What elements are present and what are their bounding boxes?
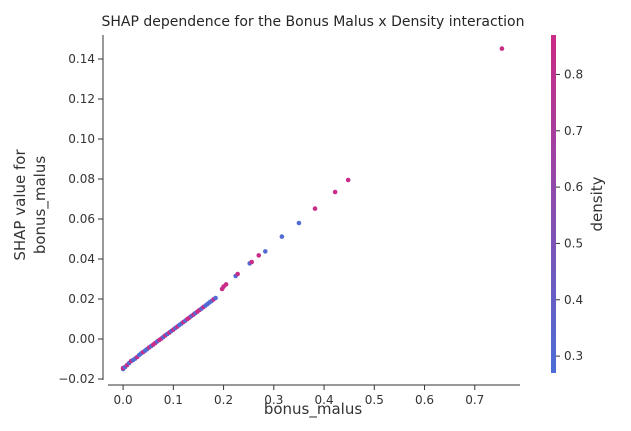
y-tick-label: 0.00 <box>68 332 95 346</box>
colorbar: 0.3 0.4 0.5 0.6 0.7 0.8 density <box>551 35 606 373</box>
y-tick-label: 0.12 <box>68 92 95 106</box>
x-tick-label: 0.2 <box>214 393 233 407</box>
colorbar-tick-label: 0.8 <box>564 67 583 81</box>
data-point <box>249 259 255 265</box>
y-tick-label: −0.02 <box>58 372 95 386</box>
y-tick-label: 0.06 <box>68 212 95 226</box>
colorbar-tick-label: 0.6 <box>564 180 583 194</box>
x-tick-label: 0.7 <box>465 393 484 407</box>
chart-title: SHAP dependence for the Bonus Malus x De… <box>102 14 525 30</box>
y-axis-label-line-1: SHAP value for <box>11 149 29 261</box>
colorbar-tick-label: 0.7 <box>564 124 583 138</box>
data-point <box>213 295 218 301</box>
data-point <box>296 220 302 226</box>
x-tick-label: 0.0 <box>114 393 133 407</box>
data-point <box>332 189 338 195</box>
data-point <box>279 234 285 239</box>
y-tick-label: 0.04 <box>68 252 95 266</box>
x-tick-label: 0.3 <box>264 393 283 407</box>
data-point <box>312 206 318 211</box>
y-tick-label: 0.10 <box>68 132 95 146</box>
data-point <box>223 282 229 287</box>
x-tick-label: 0.5 <box>365 393 384 407</box>
y-axis-label: SHAP value for bonus_malus <box>11 149 50 261</box>
y-tick-label: 0.08 <box>68 172 95 186</box>
data-points <box>120 46 505 372</box>
data-point <box>345 177 351 183</box>
data-point <box>262 249 268 254</box>
colorbar-tick-label: 0.5 <box>564 236 583 250</box>
colorbar-tick-label: 0.4 <box>564 293 583 307</box>
colorbar-ticks: 0.3 0.4 0.5 0.6 0.7 0.8 <box>556 67 583 363</box>
colorbar-label: density <box>588 176 606 231</box>
colorbar-gradient <box>551 35 556 373</box>
data-point <box>499 46 505 51</box>
x-axis-label: bonus_malus <box>264 400 363 419</box>
x-tick-label: 0.4 <box>315 393 334 407</box>
x-tick-label: 0.1 <box>164 393 183 407</box>
x-axis-ticks: 0.0 0.1 0.2 0.3 0.4 0.5 0.6 0.7 <box>114 385 484 407</box>
y-axis-ticks: −0.02 0.00 0.02 0.04 0.06 0.08 0.10 0.12 0.14 <box>58 52 103 386</box>
y-tick-label: 0.14 <box>68 52 95 66</box>
data-point <box>256 253 262 258</box>
y-axis-label-line-2: bonus_malus <box>31 156 50 255</box>
data-point <box>235 271 240 277</box>
y-tick-label: 0.02 <box>68 292 95 306</box>
colorbar-tick-label: 0.3 <box>564 349 583 363</box>
x-tick-label: 0.6 <box>415 393 434 407</box>
